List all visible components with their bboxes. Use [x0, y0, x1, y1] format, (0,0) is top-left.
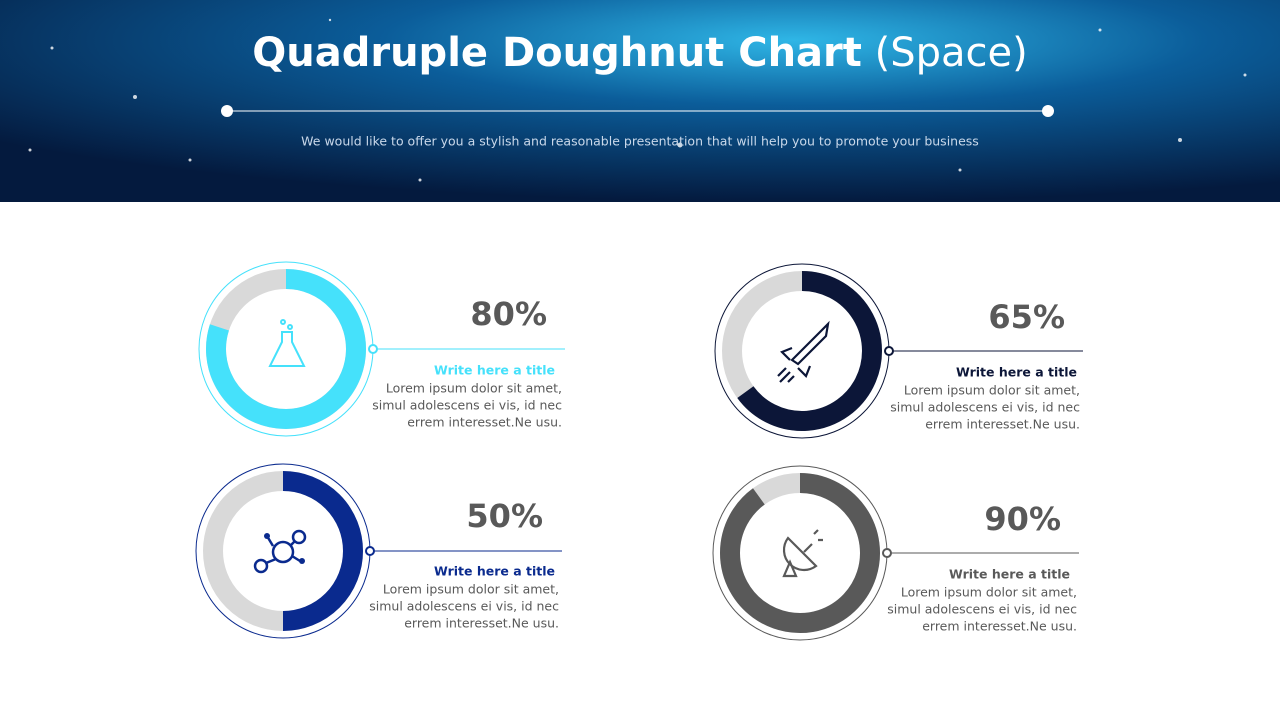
value-label: 65% [988, 298, 1065, 336]
rocket-icon [777, 320, 830, 383]
doughnut-arc [720, 473, 880, 633]
rule-dot [221, 105, 233, 117]
value-label: 90% [984, 500, 1061, 538]
connector-dot [884, 346, 894, 356]
item-text: simul adolescens ei vis, id nec [372, 398, 562, 413]
satellite-icon [782, 529, 823, 578]
item-text: simul adolescens ei vis, id nec [890, 400, 1080, 415]
title: Quadruple Doughnut Chart (Space) [252, 30, 1027, 76]
item-title: Write here a title [956, 365, 1077, 380]
item-title: Write here a title [434, 363, 555, 378]
value-label: 50% [466, 497, 543, 535]
doughnut-arc [282, 471, 363, 631]
subtitle: We would like to offer you a stylish and… [301, 134, 979, 149]
title-main: Quadruple Doughnut Chart [252, 30, 862, 76]
connector-dot [365, 546, 375, 556]
molecule-dot [264, 533, 270, 539]
item-text: Lorem ipsum dolor sit amet, [904, 383, 1080, 398]
header-background [0, 0, 1280, 202]
connector-dot [368, 344, 378, 354]
rule-dot [1042, 105, 1054, 117]
item-text: simul adolescens ei vis, id nec [887, 602, 1077, 617]
molecule-dot [299, 558, 305, 564]
item-title: Write here a title [434, 564, 555, 579]
item-text: Lorem ipsum dolor sit amet, [386, 381, 562, 396]
title-suffix: (Space) [875, 30, 1028, 76]
doughnut-arc [206, 269, 366, 429]
item-text: Lorem ipsum dolor sit amet, [901, 585, 1077, 600]
stars [28, 18, 1247, 182]
item-text: simul adolescens ei vis, id nec [369, 599, 559, 614]
connector-dot [882, 548, 892, 558]
item-title: Write here a title [949, 567, 1070, 582]
value-label: 80% [470, 295, 547, 333]
item-text: errem interesset.Ne usu. [925, 417, 1080, 432]
item-text: errem interesset.Ne usu. [922, 619, 1077, 634]
item-text: Lorem ipsum dolor sit amet, [383, 582, 559, 597]
item-text: errem interesset.Ne usu. [404, 616, 559, 631]
flask-icon [268, 319, 306, 367]
molecule-icon [253, 529, 307, 574]
doughnut-arc [737, 271, 882, 431]
item-text: errem interesset.Ne usu. [407, 415, 562, 430]
